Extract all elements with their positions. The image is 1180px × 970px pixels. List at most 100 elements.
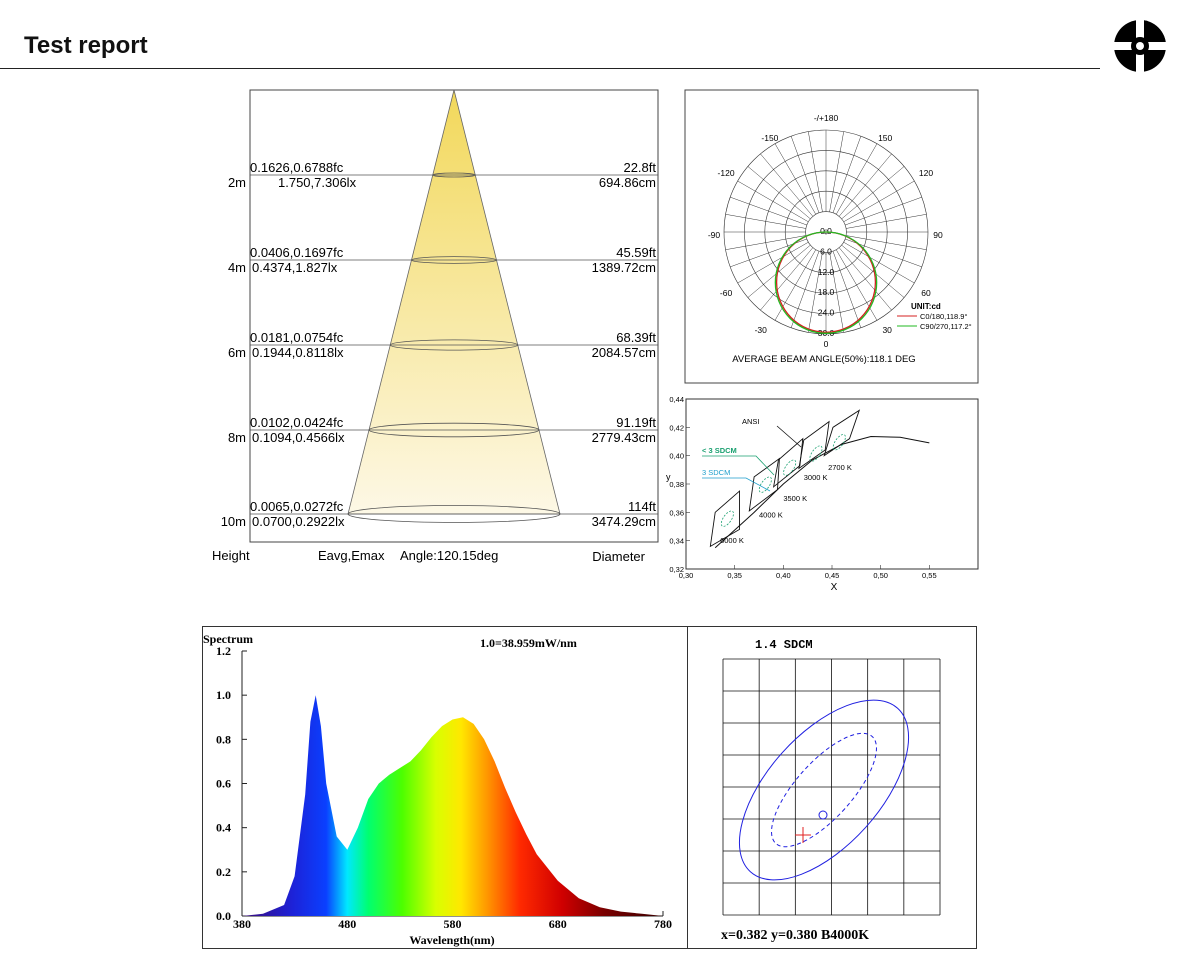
- ansi-x-tick-label: 0,45: [825, 571, 840, 580]
- cone-row-fc: 0.0102,0.0424fc: [250, 415, 344, 430]
- polar-spoke: [841, 166, 905, 220]
- polar-frame: [684, 89, 979, 384]
- polar-spoke: [760, 247, 814, 311]
- cone-row-ft: 45.59ft: [616, 245, 656, 260]
- cone-row-cm: 2779.43cm: [592, 430, 656, 445]
- sdcm-lt3-leader-line: [702, 455, 775, 476]
- macadam-ellipse: [758, 476, 772, 493]
- polar-spoke: [808, 252, 823, 333]
- cone-row-ft: 22.8ft: [623, 160, 656, 175]
- polar-spoke: [845, 196, 922, 226]
- polar-distribution-chart: -/+180 -150 150 -120 120 -90 90 -60 60 -30 30 0 0.0 6…: [684, 89, 979, 384]
- polar-angle-label: -90: [708, 230, 721, 240]
- spectrum-y-tick-label: 0.8: [216, 732, 231, 746]
- legend-label-c90: C90/270,117.2°: [920, 322, 972, 331]
- cone-row-height: 6m: [228, 345, 246, 360]
- polar-radial-label: 24.0: [818, 308, 835, 318]
- measured-point-marker: [795, 827, 811, 843]
- diameter-column-label: Diameter: [592, 549, 645, 564]
- polar-radial-label: 0.0: [820, 226, 832, 236]
- legend-label-c0: C0/180,118.9°: [920, 312, 967, 321]
- cone-section-ellipse: [432, 172, 476, 178]
- polar-angle-label: 120: [919, 168, 933, 178]
- polar-spoke: [846, 235, 927, 250]
- polar-spoke: [747, 166, 811, 220]
- polar-spoke: [725, 235, 806, 250]
- spectrum-chart: 0.0 0.2 0.4 0.6 0.8 1.0 1.2 380 480 580 680 780 Spe…: [202, 626, 689, 949]
- sdcm-title: 1.4 SDCM: [755, 638, 813, 652]
- ansi-x-tick-label: 0,50: [873, 571, 888, 580]
- polar-spoke: [730, 196, 807, 226]
- polar-spoke: [843, 241, 915, 284]
- polar-spoke: [725, 214, 806, 229]
- cone-row-ft: 114ft: [628, 499, 656, 514]
- ansi-cct-label: 4000 K: [759, 510, 783, 519]
- polar-spoke: [841, 244, 905, 298]
- cone-row-lx: 0.1094,0.4566lx: [252, 430, 345, 445]
- polar-spoke: [760, 153, 814, 217]
- cone-row-fc: 0.0406,0.1697fc: [250, 245, 344, 260]
- ansi-cct-label: 3500 K: [783, 494, 807, 503]
- cone-row-height: 4m: [228, 260, 246, 275]
- average-beam-angle: AVERAGE BEAM ANGLE(50%):118.1 DEG: [732, 354, 915, 365]
- ansi-quadrangle: [772, 437, 804, 488]
- ansi-chromaticity-chart: 0,30 0,35 0,40 0,45 0,50 0,55 0,32 0,34 0,36 0,38…: [666, 396, 979, 593]
- ansi-x-tick-label: 0,35: [727, 571, 742, 580]
- polar-radial-label: 6.0: [820, 246, 832, 256]
- cone-row-lx: 1.750,7.306lx: [278, 175, 357, 190]
- ansi-quadrangle: [709, 490, 740, 548]
- polar-spoke: [790, 251, 820, 328]
- spectrum-area: [242, 695, 663, 916]
- height-column-label: Height: [212, 548, 250, 563]
- planckian-locus: [714, 436, 930, 549]
- polar-spoke: [838, 153, 892, 217]
- cone-section-ellipse: [389, 339, 519, 351]
- ansi-cct-label: 6000 K: [720, 536, 744, 545]
- spectrum-x-tick-label: 580: [444, 917, 462, 931]
- cone-row-lx: 0.1944,0.8118lx: [252, 345, 344, 360]
- polar-angle-label: -/+180: [814, 113, 839, 123]
- polar-angle-label: -150: [761, 133, 778, 143]
- polar-spoke: [808, 131, 823, 212]
- polar-spoke: [843, 180, 915, 223]
- ansi-cct-label: 3000 K: [804, 473, 828, 482]
- polar-angle-label: 60: [921, 288, 931, 298]
- outer-sdcm-ellipse: [738, 699, 910, 881]
- spectrum-x-tick-label: 380: [233, 917, 251, 931]
- spectrum-x-tick-label: 480: [338, 917, 356, 931]
- spectrum-y-tick-label: 0.2: [216, 865, 231, 879]
- cone-row-ft: 91.19ft: [616, 415, 656, 430]
- polar-spoke: [832, 251, 862, 328]
- ansi-xlabel: X: [831, 582, 838, 593]
- ansi-y-tick-label: 0,32: [669, 565, 684, 574]
- sdcm-ellipse-chart: 1.4 SDCM x=0.382 y=0.380 B4000K: [687, 626, 977, 949]
- sdcm-3-annotation: 3 SDCM: [702, 468, 730, 477]
- ansi-y-tick-label: 0,44: [669, 396, 684, 404]
- polar-angle-label: 0: [824, 339, 829, 349]
- cone-row-cm: 2084.57cm: [592, 345, 656, 360]
- cone-row-cm: 3474.29cm: [592, 514, 656, 529]
- polar-spoke: [835, 143, 878, 215]
- polar-spoke: [747, 244, 811, 298]
- polar-curve-c90: [774, 231, 878, 334]
- chromaticity-readout: x=0.382 y=0.380 B4000K: [721, 928, 869, 943]
- sdcm-lt3-annotation: < 3 SDCM: [702, 446, 737, 455]
- polar-angle-label: 30: [882, 325, 892, 335]
- spectrum-y-tick-label: 0.4: [216, 821, 231, 835]
- spectrum-xlabel: Wavelength(nm): [409, 933, 494, 947]
- ansi-x-tick-label: 0,40: [776, 571, 791, 580]
- spectrum-y-tick-label: 0.0: [216, 909, 231, 923]
- polar-angle-label: -60: [720, 288, 733, 298]
- polar-spoke: [737, 180, 809, 223]
- sdcm-frame: [687, 626, 977, 949]
- cone-row-ft: 68.39ft: [616, 330, 656, 345]
- cone-row-lx: 0.4374,1.827lx: [252, 260, 338, 275]
- cone-row-height: 8m: [228, 430, 246, 445]
- spectrum-x-tick-label: 780: [654, 917, 672, 931]
- polar-radial-label: 18.0: [818, 287, 835, 297]
- cone-row-cm: 1389.72cm: [592, 260, 656, 275]
- company-logo: [1114, 20, 1166, 72]
- polar-spoke: [832, 136, 862, 213]
- spectrum-y-tick-label: 0.6: [216, 777, 231, 791]
